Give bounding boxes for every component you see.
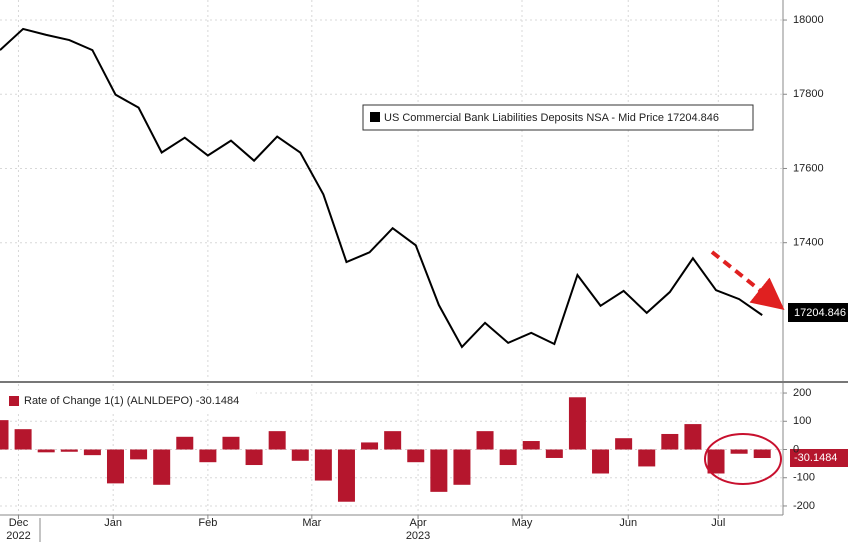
bar	[176, 436, 194, 450]
bar	[245, 449, 263, 466]
bar	[499, 449, 517, 466]
x-tick-label: May	[512, 517, 533, 529]
line-series	[0, 27, 763, 349]
x-tick-label: Jul	[711, 517, 725, 529]
y-tick-label: -200	[793, 500, 815, 512]
bar	[337, 449, 355, 502]
bar	[707, 449, 725, 474]
bar	[638, 449, 656, 467]
x-tick-label: Feb	[198, 517, 217, 529]
bar	[684, 424, 702, 450]
legend-swatch	[9, 396, 19, 406]
x-tick-label: Apr	[409, 517, 426, 529]
y-tick-label: 17800	[793, 88, 824, 100]
bar	[453, 449, 471, 485]
bar	[314, 449, 332, 481]
bar	[545, 449, 563, 458]
bar	[153, 449, 171, 485]
highlight-ellipse	[704, 433, 782, 485]
bar	[130, 449, 148, 460]
y-tick-label: 18000	[793, 14, 824, 26]
y-tick-label: 200	[793, 387, 811, 399]
bar	[384, 431, 402, 450]
bar	[430, 449, 448, 492]
x-tick-label: Dec	[9, 517, 29, 529]
bar	[568, 397, 586, 450]
x-year-label: 2022	[6, 530, 30, 542]
y-tick-label: 17400	[793, 237, 824, 249]
bar	[268, 431, 286, 450]
legend-swatch	[370, 112, 380, 122]
y-tick-label: 100	[793, 415, 811, 427]
x-tick-label: Jun	[619, 517, 637, 529]
x-year-label: 2023	[406, 530, 430, 542]
bar	[476, 431, 494, 450]
bar	[222, 436, 240, 450]
legend-box	[0, 390, 256, 412]
bar	[291, 449, 309, 461]
bar	[407, 449, 425, 463]
bar	[14, 429, 32, 450]
bar	[37, 449, 55, 453]
bar	[83, 449, 101, 456]
bar	[730, 449, 748, 454]
last-value-label: -30.1484	[794, 452, 837, 464]
bar	[522, 441, 540, 450]
bar	[199, 449, 217, 463]
y-tick-label: 0	[793, 443, 799, 455]
bar	[615, 438, 633, 450]
bar	[106, 449, 124, 484]
last-value-label: 17204.846	[794, 307, 846, 319]
x-tick-label: Jan	[104, 517, 122, 529]
bar	[60, 449, 78, 452]
trend-arrow	[710, 250, 785, 310]
bar	[753, 449, 771, 459]
last-value-box	[790, 449, 848, 467]
bar	[361, 442, 379, 450]
y-tick-label: 17600	[793, 162, 824, 174]
legend-label: Rate of Change 1(1) (ALNLDEPO) -30.1484	[24, 395, 239, 407]
legend-label: US Commercial Bank Liabilities Deposits …	[384, 112, 719, 124]
last-value-box	[788, 303, 848, 322]
bar	[0, 420, 9, 450]
bar	[661, 433, 679, 450]
legend-box	[362, 104, 754, 131]
x-tick-label: Mar	[302, 517, 321, 529]
y-tick-label: -100	[793, 472, 815, 484]
bar	[592, 449, 610, 474]
